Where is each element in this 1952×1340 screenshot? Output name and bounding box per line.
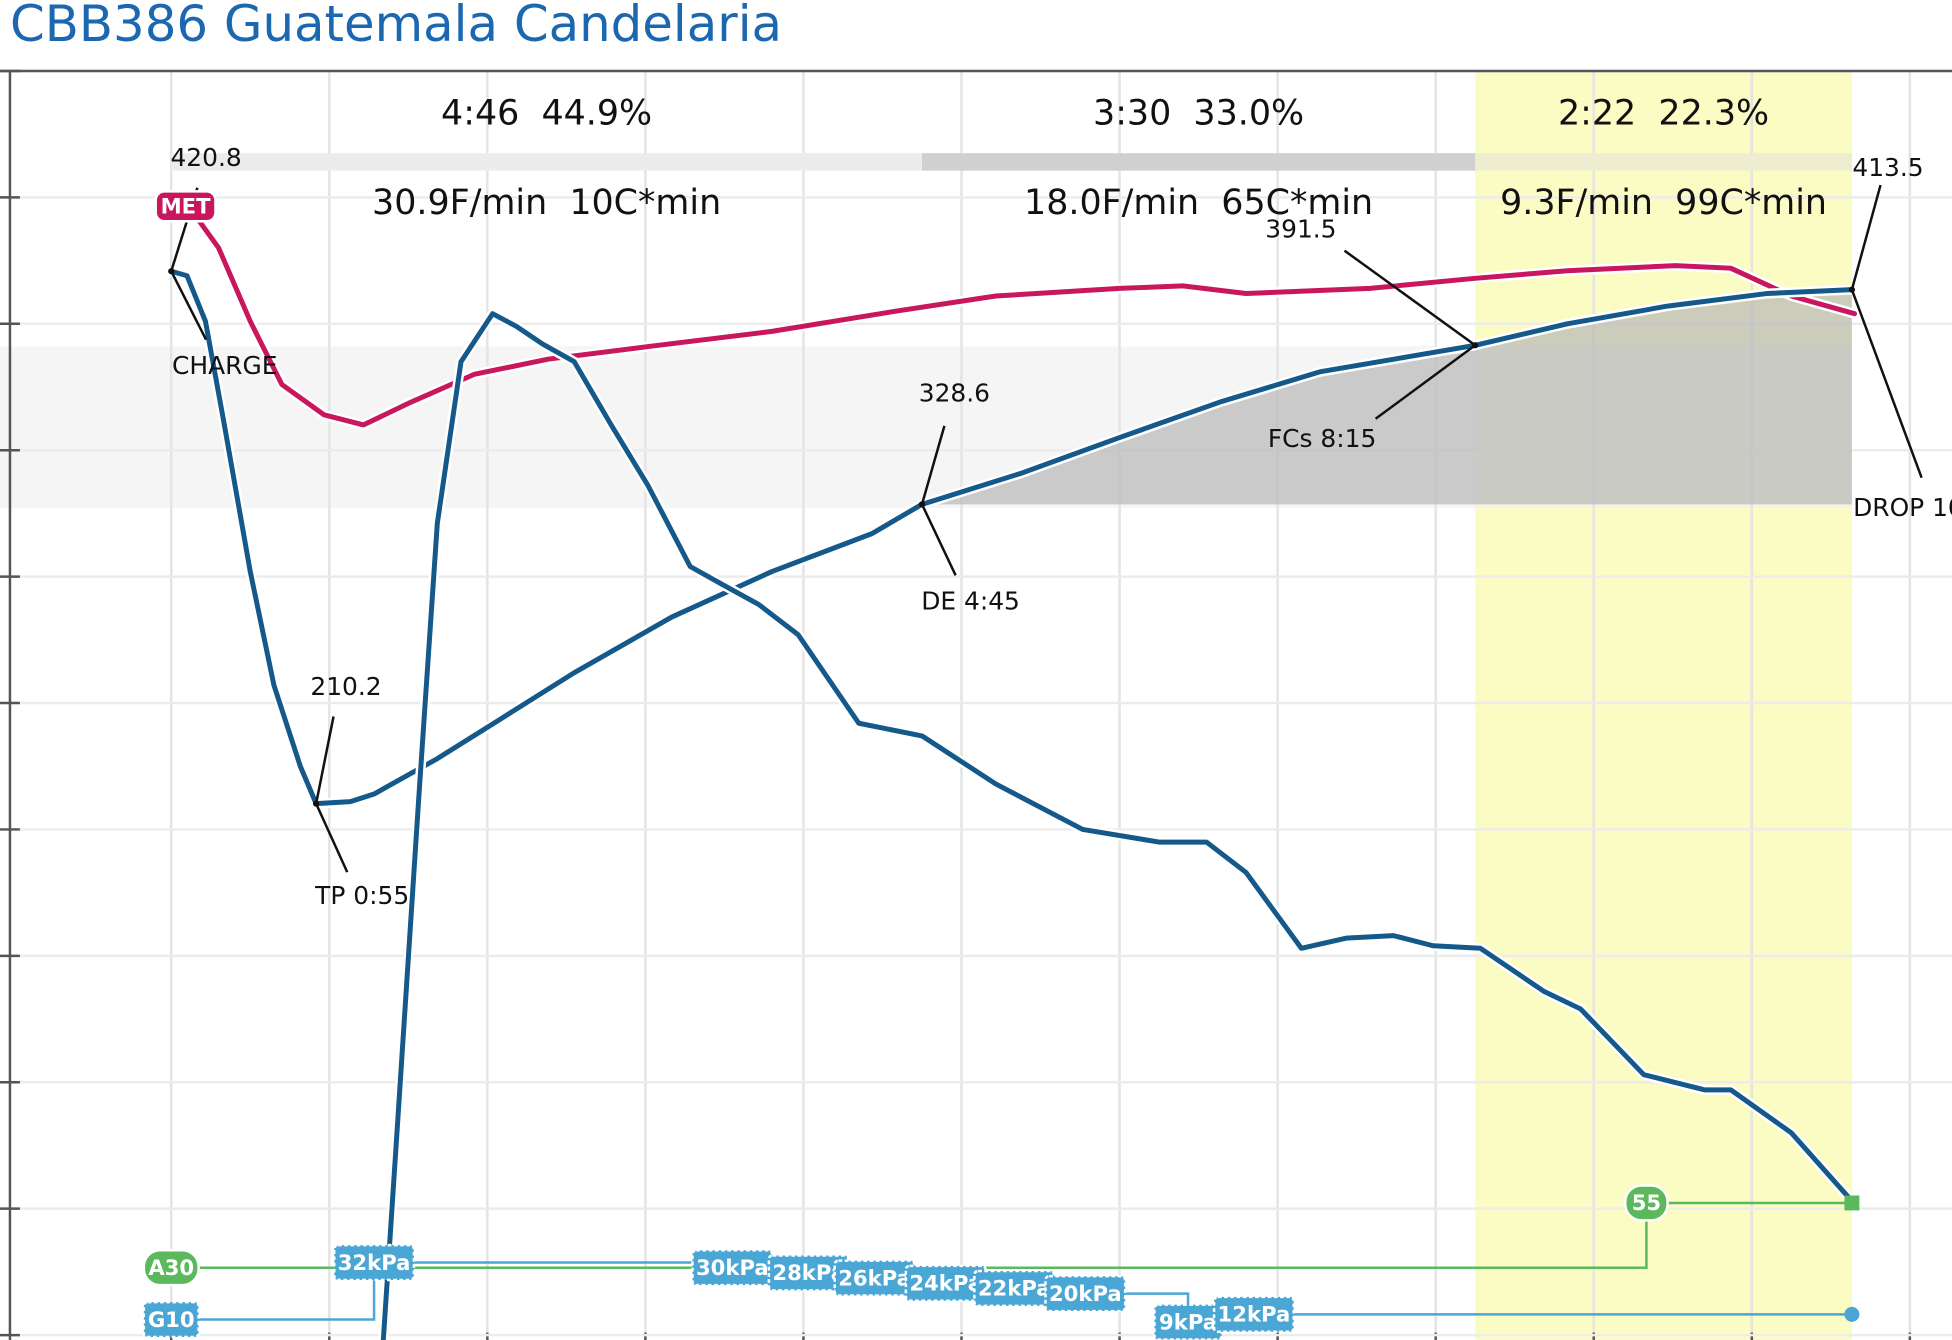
- gas-label: 32kPa: [338, 1250, 411, 1275]
- gas-label: G10: [148, 1307, 195, 1332]
- event-value: 210.2: [310, 672, 381, 701]
- gas-label: 22kPa: [978, 1276, 1051, 1301]
- gas-label: 20kPa: [1049, 1281, 1122, 1306]
- event-point: [168, 268, 175, 275]
- gas-label: 24kPa: [909, 1271, 982, 1296]
- event-point: [1472, 342, 1479, 349]
- gas-label: 12kPa: [1218, 1302, 1291, 1327]
- event-label: FCs 8:15: [1268, 424, 1376, 453]
- event-point: [1848, 286, 1856, 293]
- gas-label: 9kPa: [1159, 1309, 1217, 1334]
- line: [380, 311, 1855, 1340]
- gas-pill: [691, 1249, 774, 1287]
- phase-bar: [171, 153, 922, 171]
- event-value: 328.6: [919, 379, 990, 408]
- gas-label: 30kPa: [696, 1255, 769, 1280]
- development-area: [921, 289, 1852, 505]
- phase-label: 3:30 33.0%: [1093, 94, 1304, 134]
- event-point: [918, 501, 926, 508]
- leader-line: [1374, 344, 1476, 420]
- line: [158, 210, 1858, 428]
- gas-pill: [332, 1243, 416, 1282]
- phase-rate: 18.0F/min 65C*min: [1024, 183, 1373, 223]
- line: [168, 268, 1855, 807]
- event-value: 391.5: [1265, 215, 1336, 244]
- event-label: DE 4:45: [921, 587, 1020, 616]
- gas-end: [1844, 1306, 1860, 1322]
- phase-rate: 30.9F/min 10C*min: [372, 183, 721, 223]
- gas-label: 26kPa: [838, 1265, 911, 1290]
- event-label: CHARGE: [172, 351, 277, 380]
- leader-line: [920, 425, 946, 505]
- event-label: DROP 10: [1853, 493, 1952, 522]
- leader-line: [1850, 184, 1882, 291]
- leader-line: [920, 503, 957, 576]
- gas-pill: [1153, 1303, 1223, 1340]
- background-layer: [0, 69, 1952, 1340]
- gas-label: 28kPa: [772, 1260, 845, 1285]
- met-pill: [154, 190, 217, 223]
- event-value: 420.8: [170, 143, 241, 172]
- gas-pill: [973, 1269, 1056, 1308]
- gas-pill: [1212, 1295, 1296, 1334]
- event-point: [313, 800, 320, 807]
- annotation-layer: 4:46 44.9% 30.9F/min 10C*min 3:30 33.0% 18.…: [142, 94, 1952, 1340]
- air-label: A30: [148, 1255, 194, 1280]
- leader-line: [314, 716, 335, 804]
- air-label: 55: [1632, 1190, 1661, 1215]
- gas-pill: [1044, 1274, 1127, 1313]
- gas-pill: [767, 1254, 850, 1292]
- leader-line: [170, 270, 208, 341]
- air-end: [1844, 1195, 1860, 1211]
- leader-line: [1850, 289, 1923, 479]
- event-label: TP 0:55: [314, 881, 409, 910]
- chart-title: CBB386 Guatemala Candelaria: [10, 0, 782, 53]
- leader-line: [1343, 249, 1476, 347]
- leader-line: [314, 803, 349, 873]
- event-value: 413.5: [1852, 153, 1923, 182]
- air-pill: [1624, 1184, 1669, 1222]
- gas-pill: [142, 1300, 200, 1339]
- phase-bar: [921, 153, 1476, 171]
- phase-bar: [1475, 153, 1852, 171]
- air-pill: [142, 1249, 200, 1287]
- phase-rate: 9.3F/min 99C*min: [1500, 183, 1827, 223]
- gas-pill: [833, 1259, 916, 1297]
- phase-label: 4:46 44.9%: [441, 94, 652, 134]
- phase-label: 2:22 22.3%: [1558, 94, 1769, 134]
- gas-pill: [904, 1264, 987, 1302]
- met-label: MET: [161, 194, 211, 219]
